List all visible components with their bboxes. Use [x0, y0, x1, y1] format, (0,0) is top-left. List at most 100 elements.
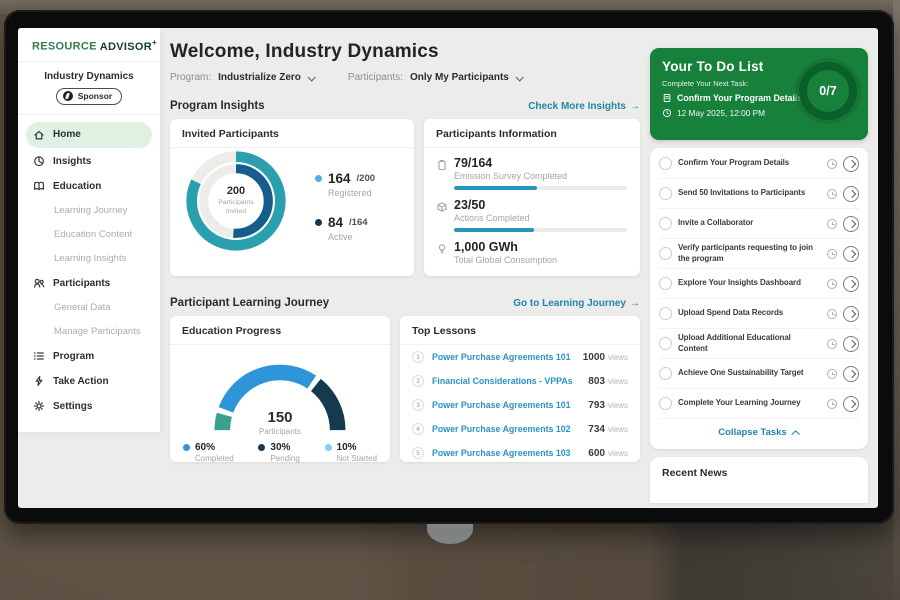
todo-subtitle: Complete Your Next Task: — [662, 79, 749, 88]
monitor-bezel: RESOURCE ADVISOR+ Industry Dynamics Spons… — [4, 10, 894, 524]
consumption-value: 1,000 GWh — [454, 240, 518, 254]
task-checkbox[interactable] — [659, 277, 672, 290]
task-checkbox[interactable] — [659, 217, 672, 230]
task-checkbox[interactable] — [659, 157, 672, 170]
sidebar-item-label: Education Content — [54, 229, 133, 241]
logo-primary: RESOURCE — [32, 40, 97, 53]
donut-center-value: 200 — [226, 185, 246, 198]
sidebar-item-program[interactable]: Program — [18, 344, 160, 369]
task-open-button[interactable] — [843, 185, 859, 202]
check-more-insights-link[interactable]: Check More Insights → — [528, 101, 640, 112]
legend-item-active: 84/164 Active — [315, 215, 375, 242]
education-gauge-chart: 150 Participants — [198, 348, 362, 436]
sidebar-item-settings[interactable]: Settings — [18, 394, 160, 419]
collapse-tasks-label: Collapse Tasks — [718, 427, 787, 438]
task-info-icon[interactable] — [827, 248, 837, 259]
lesson-rank: 1 — [412, 351, 424, 363]
emission-survey-label: Emission Survey Completed — [454, 171, 568, 181]
task-info-icon[interactable] — [827, 188, 837, 199]
check-more-insights-label: Check More Insights — [528, 100, 626, 112]
emission-survey-row: 79/164 Emission Survey Completed — [424, 148, 640, 190]
education-progress-card: Education Progress 150 Participants — [170, 316, 390, 463]
lesson-views-suffix: views — [607, 448, 628, 458]
sidebar-item-label: Take Action — [53, 375, 109, 387]
task-label: Complete Your Learning Journey — [678, 398, 801, 408]
task-checkbox[interactable] — [659, 247, 672, 260]
task-open-button[interactable] — [843, 155, 859, 172]
sidebar-item-participants[interactable]: Participants — [18, 271, 160, 296]
not-started-pct: 10% — [336, 442, 357, 453]
task-info-icon[interactable] — [827, 338, 837, 349]
registered-denominator: /200 — [356, 173, 376, 184]
lesson-link[interactable]: Power Purchase Agreements 101 — [432, 352, 571, 362]
task-open-button[interactable] — [843, 395, 859, 412]
task-open-button[interactable] — [843, 275, 859, 292]
active-label: Active — [328, 232, 353, 242]
people-icon — [34, 278, 45, 288]
legend-dot-pending — [258, 444, 266, 451]
task-open-button[interactable] — [843, 335, 859, 352]
sidebar-item-education-content[interactable]: Education Content — [18, 223, 160, 247]
task-open-button[interactable] — [843, 365, 859, 382]
task-checkbox[interactable] — [659, 367, 672, 380]
task-info-icon[interactable] — [827, 158, 837, 169]
sidebar-item-general-data[interactable]: General Data — [18, 296, 160, 320]
active-denominator: /164 — [349, 217, 368, 228]
program-filter: Program: Industrialize Zero — [170, 72, 316, 83]
bulb-icon — [438, 244, 446, 254]
lesson-views-suffix: views — [607, 400, 628, 410]
lesson-row: 3 Power Purchase Agreements 101 793 view… — [400, 393, 640, 417]
task-checkbox[interactable] — [659, 187, 672, 200]
arrow-right-icon: → — [630, 297, 640, 309]
sidebar-item-label: Education — [53, 180, 102, 192]
gauge-legend: 60% Completed 30% Pending 10% — [170, 436, 390, 463]
participants-select[interactable]: Only My Participants — [410, 72, 524, 83]
lesson-link[interactable]: Power Purchase Agreements 103 — [432, 448, 571, 458]
task-row: Send 50 Invitations to Participants — [659, 179, 859, 209]
sidebar-item-label: Insights — [53, 155, 92, 167]
legend-item-not-started: 10% Not Started — [324, 442, 377, 463]
task-info-icon[interactable] — [827, 308, 837, 319]
task-checkbox[interactable] — [659, 397, 672, 410]
invited-participants-card: Invited Participants 200 Participants In… — [170, 119, 414, 276]
task-open-button[interactable] — [843, 245, 859, 262]
sidebar-item-insights[interactable]: Insights — [18, 149, 160, 174]
background-wall-right — [893, 0, 900, 600]
sidebar-item-home[interactable]: Home — [26, 121, 152, 148]
clock-icon — [662, 108, 672, 118]
todo-title: Your To Do List — [662, 59, 764, 74]
task-open-button[interactable] — [843, 215, 859, 232]
todo-summary-card: Your To Do List Complete Your Next Task:… — [650, 48, 868, 140]
collapse-tasks-link[interactable]: Collapse Tasks — [659, 419, 859, 447]
sidebar-item-learning-journey[interactable]: Learning Journey — [18, 199, 160, 223]
todo-tasks-panel: Confirm Your Program Details Send 50 Inv… — [650, 148, 868, 449]
participants-information-card: Participants Information 79/164 Emission… — [424, 119, 640, 276]
chevron-down-icon — [515, 72, 524, 82]
sidebar-item-manage-participants[interactable]: Manage Participants — [18, 320, 160, 344]
task-info-icon[interactable] — [827, 368, 837, 379]
task-checkbox[interactable] — [659, 307, 672, 320]
sidebar-item-learning-insights[interactable]: Learning Insights — [18, 247, 160, 271]
task-info-icon[interactable] — [827, 278, 837, 289]
lesson-link[interactable]: Financial Considerations - VPPAs — [432, 376, 573, 386]
task-checkbox[interactable] — [659, 337, 672, 350]
donut-center-text: 200 Participants Invited — [183, 148, 289, 254]
emission-survey-progress-fill — [454, 186, 538, 190]
task-row: Verify participants requesting to join t… — [659, 239, 859, 269]
task-info-icon[interactable] — [827, 218, 837, 229]
completed-label: Completed — [195, 454, 234, 463]
task-row: Confirm Your Program Details — [659, 149, 859, 179]
insights-cards-row: Invited Participants 200 Participants In… — [170, 119, 640, 276]
sidebar-item-take-action[interactable]: Take Action — [18, 369, 160, 394]
gauge-center-value: 150 — [267, 409, 293, 426]
sidebar-item-label: Home — [53, 129, 81, 141]
cube-icon — [437, 202, 447, 212]
program-select[interactable]: Industrialize Zero — [218, 72, 316, 83]
task-info-icon[interactable] — [827, 398, 837, 409]
sidebar-item-education[interactable]: Education — [18, 174, 160, 199]
task-open-button[interactable] — [843, 305, 859, 322]
go-to-learning-journey-link[interactable]: Go to Learning Journey → — [513, 298, 640, 309]
consumption-label: Total Global Consumption — [454, 255, 558, 265]
lesson-link[interactable]: Power Purchase Agreements 101 — [432, 400, 571, 410]
lesson-link[interactable]: Power Purchase Agreements 102 — [432, 424, 571, 434]
